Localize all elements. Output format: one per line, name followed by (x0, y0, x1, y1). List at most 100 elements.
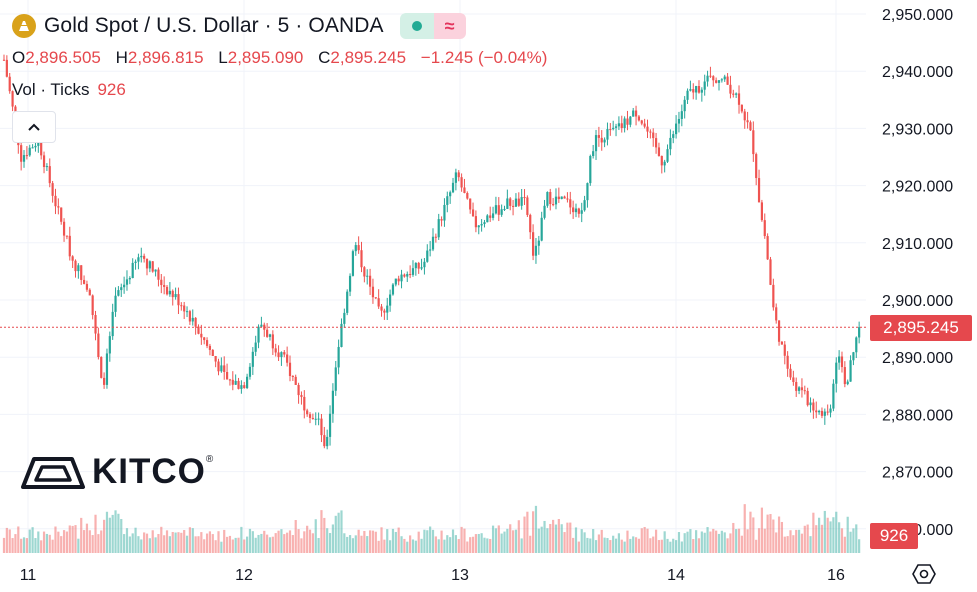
candle-body (637, 116, 641, 121)
kitco-watermark: KITCO ® (20, 452, 213, 492)
candle-body (654, 138, 658, 148)
candle-body (614, 126, 618, 128)
volume-bar (783, 536, 786, 553)
volume-bar (692, 539, 695, 553)
candle-body (569, 199, 572, 208)
volume-bar (303, 531, 306, 553)
candle-body (323, 435, 326, 447)
volume-bar (717, 533, 721, 553)
volume-bar (140, 539, 143, 553)
volume-bar (666, 538, 669, 553)
candle-body (572, 207, 575, 213)
candle-body (171, 290, 174, 298)
kitco-logo-icon (21, 457, 85, 489)
time-axis[interactable]: 11 12 13 14 16 (20, 567, 845, 584)
time-tick-label: 12 (235, 567, 253, 584)
candle-body (237, 380, 240, 389)
volume-legend[interactable]: Vol · Ticks 926 (12, 80, 126, 100)
candle-body (280, 352, 283, 358)
volume-bar (669, 541, 672, 553)
candle-body (383, 310, 386, 313)
candle-body (812, 402, 815, 411)
volume-bar (806, 524, 809, 553)
volume-bar (271, 536, 274, 553)
volume-bar (443, 539, 446, 553)
volume-bar (540, 526, 543, 553)
volume-bar (62, 530, 66, 553)
low-value: 2,895.090 (227, 48, 304, 67)
gold-icon[interactable] (12, 14, 36, 38)
candle-body (832, 383, 835, 409)
time-tick-label: 13 (451, 567, 469, 584)
candle-body (826, 411, 829, 413)
candle-body (211, 349, 214, 357)
candle-body (797, 387, 801, 391)
volume-bar (131, 533, 134, 553)
candle-body (560, 196, 563, 200)
volume-bar (306, 525, 309, 553)
candle-body (480, 224, 483, 226)
candle-body (74, 260, 77, 272)
candle-body (137, 257, 140, 262)
chart-settings-icon[interactable] (912, 562, 936, 586)
candle-body (574, 208, 578, 213)
market-dot-icon[interactable] (399, 13, 434, 39)
candle-body (31, 147, 34, 149)
candle-body (695, 86, 698, 93)
volume-bar (328, 533, 332, 553)
volume-bar (51, 539, 54, 553)
candle-body (600, 137, 603, 143)
candle-body (160, 279, 163, 286)
volume-bar (180, 532, 183, 553)
volume-bar (197, 536, 200, 553)
volume-bar (25, 538, 28, 553)
candle-body (709, 75, 712, 77)
volume-bar (855, 524, 858, 553)
symbol-title[interactable]: Gold Spot / U.S. Dollar · 5 · OANDA (44, 14, 384, 37)
candle-body (749, 122, 752, 131)
candle-body (503, 208, 506, 210)
candle-body (737, 93, 741, 105)
candle-body (108, 336, 111, 354)
candle-body (732, 93, 735, 95)
volume-bar (589, 538, 592, 553)
candle-body (114, 295, 117, 312)
candle-body (60, 207, 63, 222)
volume-bar (274, 533, 277, 553)
volume-bar (514, 529, 518, 553)
price-axis[interactable]: 2,950.000 2,940.000 2,930.000 2,920.000 2,91… (866, 0, 977, 592)
candle-body (549, 192, 552, 205)
symbol-header: Gold Spot / U.S. Dollar · 5 · OANDA ≈ (12, 12, 466, 40)
volume-bar (463, 528, 466, 553)
candle-body (471, 209, 475, 217)
volume-bar (225, 536, 229, 553)
candle-body (500, 209, 503, 215)
volume-bar (108, 517, 111, 553)
volume-bar (251, 531, 254, 553)
price-tick-label: 2,880.000 (882, 407, 953, 424)
volume-bar (780, 521, 784, 553)
candle-body (294, 376, 297, 385)
volume-bar (637, 538, 641, 553)
candle-body (183, 305, 186, 312)
volume-bar (526, 511, 529, 553)
volume-bar (760, 507, 763, 553)
candle-body (434, 236, 437, 238)
candle-body (120, 287, 123, 291)
candle-body (105, 353, 109, 385)
candle-body (220, 365, 223, 372)
volume-bar (634, 537, 638, 553)
candle-body (554, 196, 558, 205)
volume-bar (440, 530, 443, 553)
volume-bar (151, 530, 154, 553)
candle-body (529, 214, 532, 233)
volume-bar (217, 531, 220, 553)
approx-icon[interactable]: ≈ (433, 13, 466, 39)
candle-body (51, 183, 54, 196)
volume-bar (420, 538, 423, 553)
volume-bars (2, 504, 861, 553)
collapse-legend-button[interactable] (12, 111, 56, 143)
market-status-pill[interactable]: ≈ (399, 13, 466, 39)
candle-body (368, 275, 372, 287)
